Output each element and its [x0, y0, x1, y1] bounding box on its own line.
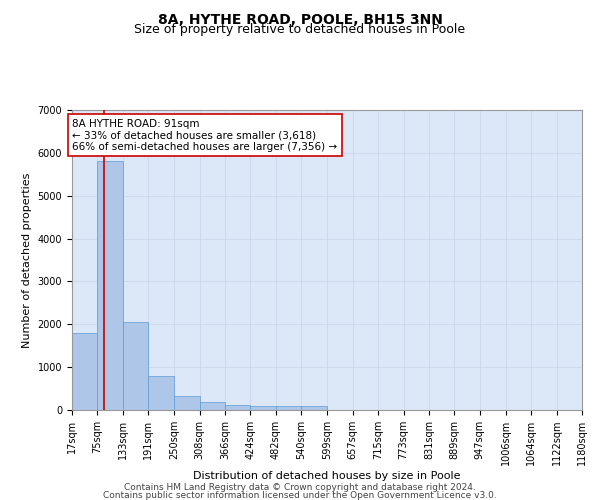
Bar	[174, 396, 200, 410]
Text: Size of property relative to detached houses in Poole: Size of property relative to detached ho…	[134, 22, 466, 36]
Bar	[301, 406, 327, 410]
Bar	[148, 376, 174, 410]
Y-axis label: Number of detached properties: Number of detached properties	[22, 172, 32, 348]
Bar	[276, 406, 301, 410]
Bar	[200, 402, 225, 410]
Bar	[250, 406, 276, 410]
Text: 8A HYTHE ROAD: 91sqm
← 33% of detached houses are smaller (3,618)
66% of semi-de: 8A HYTHE ROAD: 91sqm ← 33% of detached h…	[73, 118, 338, 152]
Text: Contains public sector information licensed under the Open Government Licence v3: Contains public sector information licen…	[103, 490, 497, 500]
X-axis label: Distribution of detached houses by size in Poole: Distribution of detached houses by size …	[193, 471, 461, 481]
Text: Contains HM Land Registry data © Crown copyright and database right 2024.: Contains HM Land Registry data © Crown c…	[124, 483, 476, 492]
Bar	[97, 162, 123, 410]
Bar	[123, 322, 148, 410]
Bar	[72, 333, 97, 410]
Bar	[225, 405, 250, 410]
Text: 8A, HYTHE ROAD, POOLE, BH15 3NN: 8A, HYTHE ROAD, POOLE, BH15 3NN	[158, 12, 442, 26]
